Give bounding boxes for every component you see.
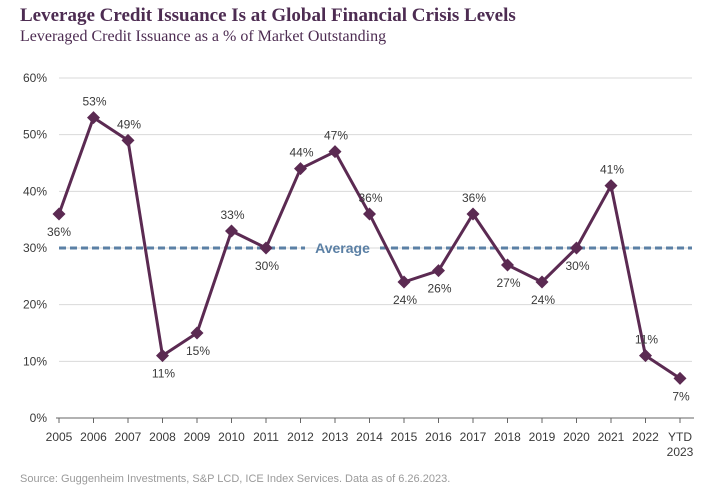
data-point-marker xyxy=(604,179,618,193)
x-tick-label: 2019 xyxy=(529,430,556,444)
y-tick-label: 40% xyxy=(23,184,47,198)
data-point-marker xyxy=(328,145,342,159)
chart-subtitle: Leveraged Credit Issuance as a % of Mark… xyxy=(20,28,387,45)
average-label: Average xyxy=(315,240,370,256)
x-tick-label: 2005 xyxy=(46,430,73,444)
x-tick-label: 2018 xyxy=(494,430,521,444)
data-label: 53% xyxy=(82,95,106,109)
x-tick-label: 2011 xyxy=(253,430,279,444)
x-tick-label: 2006 xyxy=(80,430,107,444)
x-tick-label: YTD 2023 xyxy=(667,430,694,459)
data-point-marker xyxy=(501,258,514,272)
y-tick-label: 60% xyxy=(23,71,47,85)
data-point-marker xyxy=(466,207,480,221)
data-label: 36% xyxy=(462,191,486,205)
data-point-marker xyxy=(190,326,204,340)
x-tick-label: 2013 xyxy=(322,430,349,444)
x-tick-label: 2022 xyxy=(632,430,659,444)
data-point-marker xyxy=(673,371,687,385)
y-tick-label: 10% xyxy=(23,354,47,368)
data-label: 44% xyxy=(289,146,313,160)
data-label: 41% xyxy=(600,163,624,177)
data-point-marker xyxy=(570,241,583,255)
data-point-marker xyxy=(294,162,307,176)
data-label: 27% xyxy=(496,276,520,290)
x-tick-label: 2007 xyxy=(115,430,142,444)
x-tick-label: 2017 xyxy=(460,430,487,444)
chart-title: Leverage Credit Issuance Is at Global Fi… xyxy=(20,5,516,26)
data-label: 24% xyxy=(393,293,417,307)
source-note: Source: Guggenheim Investments, S&P LCD,… xyxy=(20,473,451,485)
data-point-marker xyxy=(87,111,100,125)
data-point-marker xyxy=(397,275,411,289)
data-label: 36% xyxy=(358,191,382,205)
x-tick-label: 2010 xyxy=(218,430,245,444)
data-label: 36% xyxy=(47,225,71,239)
data-label: 26% xyxy=(427,282,451,296)
data-point-marker xyxy=(52,207,66,221)
data-label: 30% xyxy=(255,259,279,273)
x-tick-label: 2020 xyxy=(563,430,590,444)
y-tick-label: 20% xyxy=(23,298,47,312)
data-label: 11% xyxy=(152,367,175,381)
data-label: 33% xyxy=(220,208,244,222)
data-label: 11% xyxy=(635,333,658,347)
data-label: 7% xyxy=(672,389,690,403)
x-tick-label: 2012 xyxy=(287,430,314,444)
data-point-marker xyxy=(156,349,169,363)
y-tick-label: 0% xyxy=(30,411,48,425)
y-tick-label: 50% xyxy=(23,128,47,142)
data-point-marker xyxy=(225,224,238,238)
y-tick-label: 30% xyxy=(23,241,47,255)
x-tick-label: 2021 xyxy=(598,430,625,444)
data-point-marker xyxy=(432,264,445,278)
data-label: 30% xyxy=(565,259,589,273)
data-label: 24% xyxy=(531,293,555,307)
data-point-marker xyxy=(121,133,135,147)
data-label: 15% xyxy=(186,344,210,358)
x-tick-label: 2015 xyxy=(391,430,418,444)
data-point-marker xyxy=(363,207,376,221)
x-tick-label: 2014 xyxy=(356,430,383,444)
data-point-marker xyxy=(535,275,549,289)
x-tick-label: 2016 xyxy=(425,430,452,444)
data-label: 49% xyxy=(117,117,141,131)
x-tick-label: 2008 xyxy=(149,430,176,444)
data-point-marker xyxy=(259,241,273,255)
x-tick-label: 2009 xyxy=(184,430,211,444)
data-point-marker xyxy=(639,349,652,363)
data-label: 47% xyxy=(324,129,348,143)
